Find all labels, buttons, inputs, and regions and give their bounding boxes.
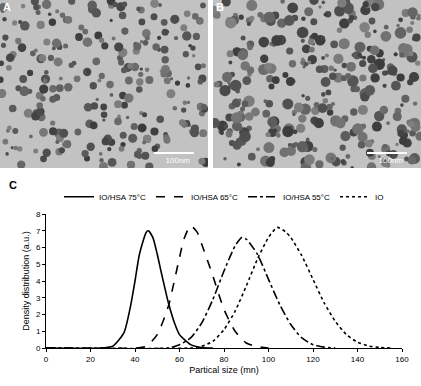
svg-text:2: 2 — [36, 310, 41, 319]
html-text:B: B — [216, 1, 224, 13]
svg-text:Partical size (mn): Partical size (mn) — [189, 365, 259, 375]
svg-text:5: 5 — [36, 260, 41, 269]
svg-text:IO: IO — [375, 193, 383, 202]
svg-text:4: 4 — [36, 277, 41, 286]
svg-text:C: C — [9, 179, 17, 191]
svg-text:IO/HSA 75°C: IO/HSA 75°C — [99, 193, 146, 202]
svg-text:IO/HSA 65°C: IO/HSA 65°C — [191, 193, 238, 202]
html-text:A: A — [3, 1, 11, 13]
svg-text:120: 120 — [306, 355, 320, 364]
svg-text:3: 3 — [36, 294, 41, 303]
svg-text:100: 100 — [262, 355, 276, 364]
svg-text:IO/HSA 55°C: IO/HSA 55°C — [283, 193, 330, 202]
html-text:100nm: 100nm — [378, 156, 403, 165]
svg-text:40: 40 — [131, 355, 140, 364]
svg-text:140: 140 — [351, 355, 365, 364]
svg-text:0: 0 — [36, 344, 41, 353]
html-text:100nm: 100nm — [165, 156, 190, 165]
svg-text:1: 1 — [36, 327, 41, 336]
svg-text:160: 160 — [395, 355, 409, 364]
svg-text:0: 0 — [44, 355, 49, 364]
svg-text:8: 8 — [36, 210, 41, 219]
svg-text:80: 80 — [220, 355, 229, 364]
svg-text:20: 20 — [86, 355, 95, 364]
svg-text:7: 7 — [36, 227, 41, 236]
svg-text:6: 6 — [36, 243, 41, 252]
svg-text:Density distribution (a.u.): Density distribution (a.u.) — [21, 231, 31, 331]
svg-text:60: 60 — [175, 355, 184, 364]
